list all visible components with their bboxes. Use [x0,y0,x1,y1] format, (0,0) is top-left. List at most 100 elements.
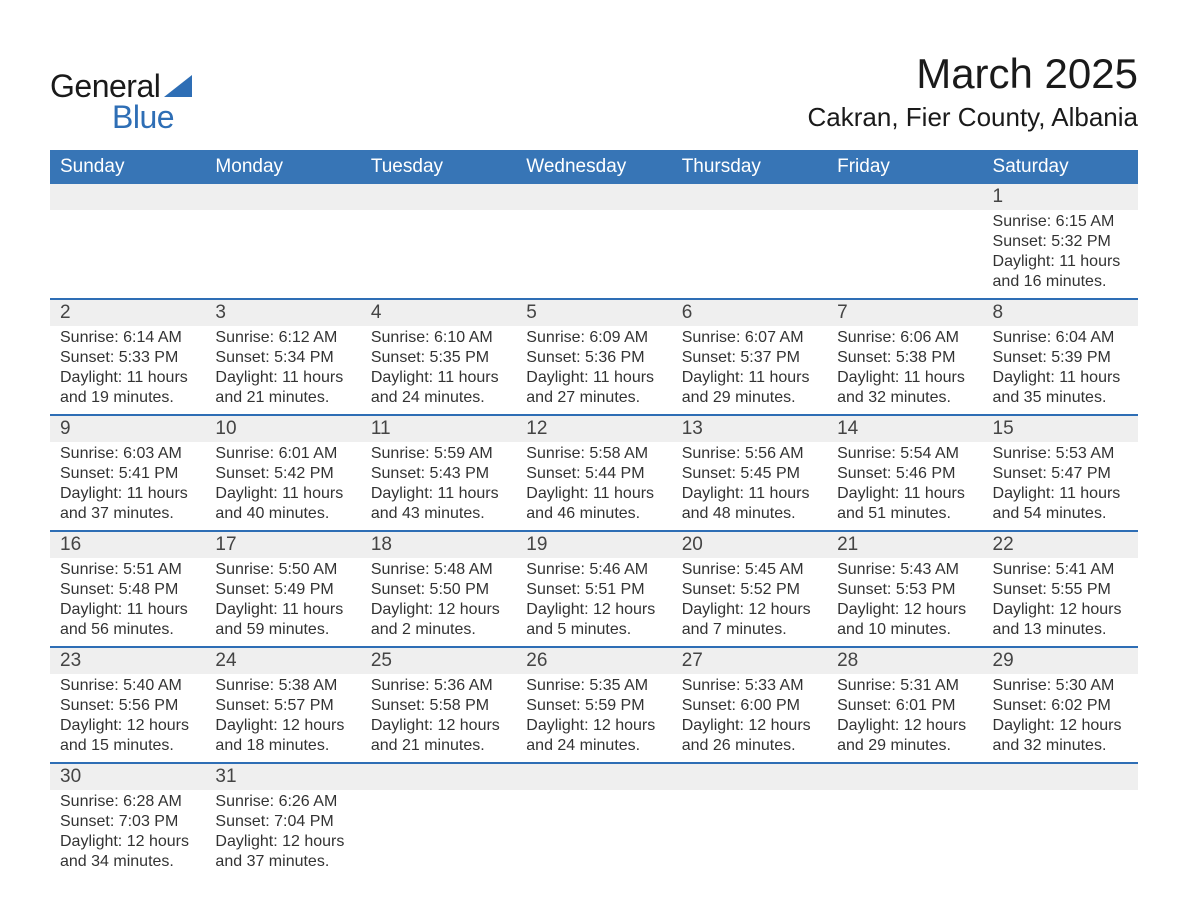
day-number-row: 2345678 [50,299,1138,326]
title-block: March 2025 Cakran, Fier County, Albania [808,50,1138,133]
day2-text: and 32 minutes. [993,736,1128,756]
day1-text: Daylight: 12 hours [837,716,972,736]
day-number-cell: 26 [516,647,671,674]
day1-text: Daylight: 12 hours [993,600,1128,620]
day1-text: Daylight: 12 hours [837,600,972,620]
day-number-cell: 24 [205,647,360,674]
sunrise-text: Sunrise: 5:53 AM [993,444,1128,464]
day-data-cell: Sunrise: 6:04 AMSunset: 5:39 PMDaylight:… [983,326,1138,415]
sunrise-text: Sunrise: 6:26 AM [215,792,350,812]
sunrise-text: Sunrise: 5:58 AM [526,444,661,464]
day2-text: and 29 minutes. [837,736,972,756]
day1-text: Daylight: 12 hours [215,832,350,852]
sunset-text: Sunset: 6:00 PM [682,696,817,716]
day2-text: and 40 minutes. [215,504,350,524]
day-data-cell: Sunrise: 5:53 AMSunset: 5:47 PMDaylight:… [983,442,1138,531]
day2-text: and 18 minutes. [215,736,350,756]
day-number-cell: 20 [672,531,827,558]
sunrise-text: Sunrise: 5:59 AM [371,444,506,464]
day-data-cell: Sunrise: 5:48 AMSunset: 5:50 PMDaylight:… [361,558,516,647]
day2-text: and 43 minutes. [371,504,506,524]
day2-text: and 35 minutes. [993,388,1128,408]
sunrise-text: Sunrise: 5:56 AM [682,444,817,464]
day-number-cell [827,763,982,790]
day1-text: Daylight: 12 hours [371,716,506,736]
day1-text: Daylight: 11 hours [526,368,661,388]
day-number-cell: 7 [827,299,982,326]
day2-text: and 10 minutes. [837,620,972,640]
sunrise-text: Sunrise: 6:07 AM [682,328,817,348]
day-data-cell: Sunrise: 6:07 AMSunset: 5:37 PMDaylight:… [672,326,827,415]
sunrise-text: Sunrise: 5:45 AM [682,560,817,580]
sunset-text: Sunset: 5:33 PM [60,348,195,368]
day-number-cell: 13 [672,415,827,442]
sunset-text: Sunset: 5:39 PM [993,348,1128,368]
day-number-cell: 27 [672,647,827,674]
day2-text: and 48 minutes. [682,504,817,524]
day-number-cell: 3 [205,299,360,326]
sunset-text: Sunset: 5:48 PM [60,580,195,600]
day-number-cell [361,763,516,790]
weekday-header-row: Sunday Monday Tuesday Wednesday Thursday… [50,150,1138,184]
sunrise-text: Sunrise: 6:15 AM [993,212,1128,232]
day-number-cell: 19 [516,531,671,558]
day-number-cell: 30 [50,763,205,790]
day2-text: and 27 minutes. [526,388,661,408]
day-data-cell: Sunrise: 5:50 AMSunset: 5:49 PMDaylight:… [205,558,360,647]
sunrise-text: Sunrise: 5:43 AM [837,560,972,580]
logo-triangle-icon [164,75,192,102]
sunset-text: Sunset: 5:42 PM [215,464,350,484]
day-number-row: 9101112131415 [50,415,1138,442]
logo: General Blue [50,68,192,136]
sunset-text: Sunset: 6:02 PM [993,696,1128,716]
day-data-cell: Sunrise: 5:38 AMSunset: 5:57 PMDaylight:… [205,674,360,763]
day-data-cell: Sunrise: 5:33 AMSunset: 6:00 PMDaylight:… [672,674,827,763]
day1-text: Daylight: 12 hours [526,600,661,620]
day-number-row: 1 [50,184,1138,210]
day1-text: Daylight: 11 hours [60,368,195,388]
day-number-cell: 6 [672,299,827,326]
day-data-row: Sunrise: 5:40 AMSunset: 5:56 PMDaylight:… [50,674,1138,763]
sunrise-text: Sunrise: 5:48 AM [371,560,506,580]
weekday-header: Monday [205,150,360,184]
day1-text: Daylight: 12 hours [371,600,506,620]
sunset-text: Sunset: 5:47 PM [993,464,1128,484]
day2-text: and 59 minutes. [215,620,350,640]
day-data-cell: Sunrise: 5:46 AMSunset: 5:51 PMDaylight:… [516,558,671,647]
day-data-row: Sunrise: 6:14 AMSunset: 5:33 PMDaylight:… [50,326,1138,415]
day-data-cell: Sunrise: 6:26 AMSunset: 7:04 PMDaylight:… [205,790,360,878]
sunrise-text: Sunrise: 6:09 AM [526,328,661,348]
day1-text: Daylight: 11 hours [526,484,661,504]
sunset-text: Sunset: 5:41 PM [60,464,195,484]
sunrise-text: Sunrise: 5:41 AM [993,560,1128,580]
day-data-cell: Sunrise: 5:58 AMSunset: 5:44 PMDaylight:… [516,442,671,531]
day2-text: and 2 minutes. [371,620,506,640]
day-data-cell [516,790,671,878]
day-data-cell [827,210,982,299]
day-data-cell [205,210,360,299]
sunset-text: Sunset: 5:57 PM [215,696,350,716]
day-data-cell: Sunrise: 6:09 AMSunset: 5:36 PMDaylight:… [516,326,671,415]
day2-text: and 37 minutes. [60,504,195,524]
day-number-cell [361,184,516,210]
sunrise-text: Sunrise: 6:06 AM [837,328,972,348]
day-number-cell [516,184,671,210]
day-number-row: 23242526272829 [50,647,1138,674]
day-number-cell [205,184,360,210]
day2-text: and 46 minutes. [526,504,661,524]
sunset-text: Sunset: 5:58 PM [371,696,506,716]
day1-text: Daylight: 11 hours [682,368,817,388]
day-number-cell: 1 [983,184,1138,210]
day1-text: Daylight: 12 hours [526,716,661,736]
day2-text: and 5 minutes. [526,620,661,640]
day-data-cell: Sunrise: 5:51 AMSunset: 5:48 PMDaylight:… [50,558,205,647]
day1-text: Daylight: 11 hours [993,368,1128,388]
day-data-cell: Sunrise: 5:30 AMSunset: 6:02 PMDaylight:… [983,674,1138,763]
day-data-cell: Sunrise: 6:06 AMSunset: 5:38 PMDaylight:… [827,326,982,415]
sunrise-text: Sunrise: 6:14 AM [60,328,195,348]
day1-text: Daylight: 11 hours [215,484,350,504]
day-data-cell: Sunrise: 6:01 AMSunset: 5:42 PMDaylight:… [205,442,360,531]
day-number-cell: 28 [827,647,982,674]
sunrise-text: Sunrise: 6:04 AM [993,328,1128,348]
day2-text: and 13 minutes. [993,620,1128,640]
